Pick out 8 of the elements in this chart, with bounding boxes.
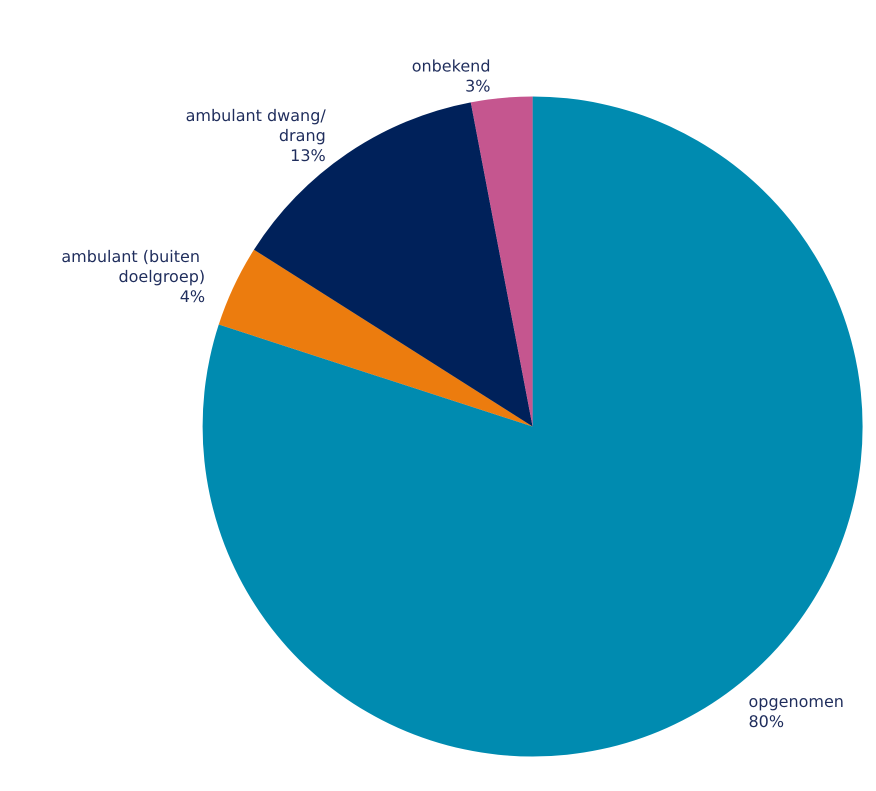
slice-label: ambulant dwang/drang <box>186 106 326 145</box>
data-label: 3% <box>465 76 490 96</box>
data-label: 4% <box>180 287 206 306</box>
data-label: 13% <box>290 146 326 165</box>
data-label: 80% <box>748 712 784 731</box>
slice-label: ambulant (buiten doelgroep) <box>61 247 206 286</box>
slice-label: onbekend <box>412 56 490 76</box>
slice-label: opgenomen <box>748 692 844 711</box>
